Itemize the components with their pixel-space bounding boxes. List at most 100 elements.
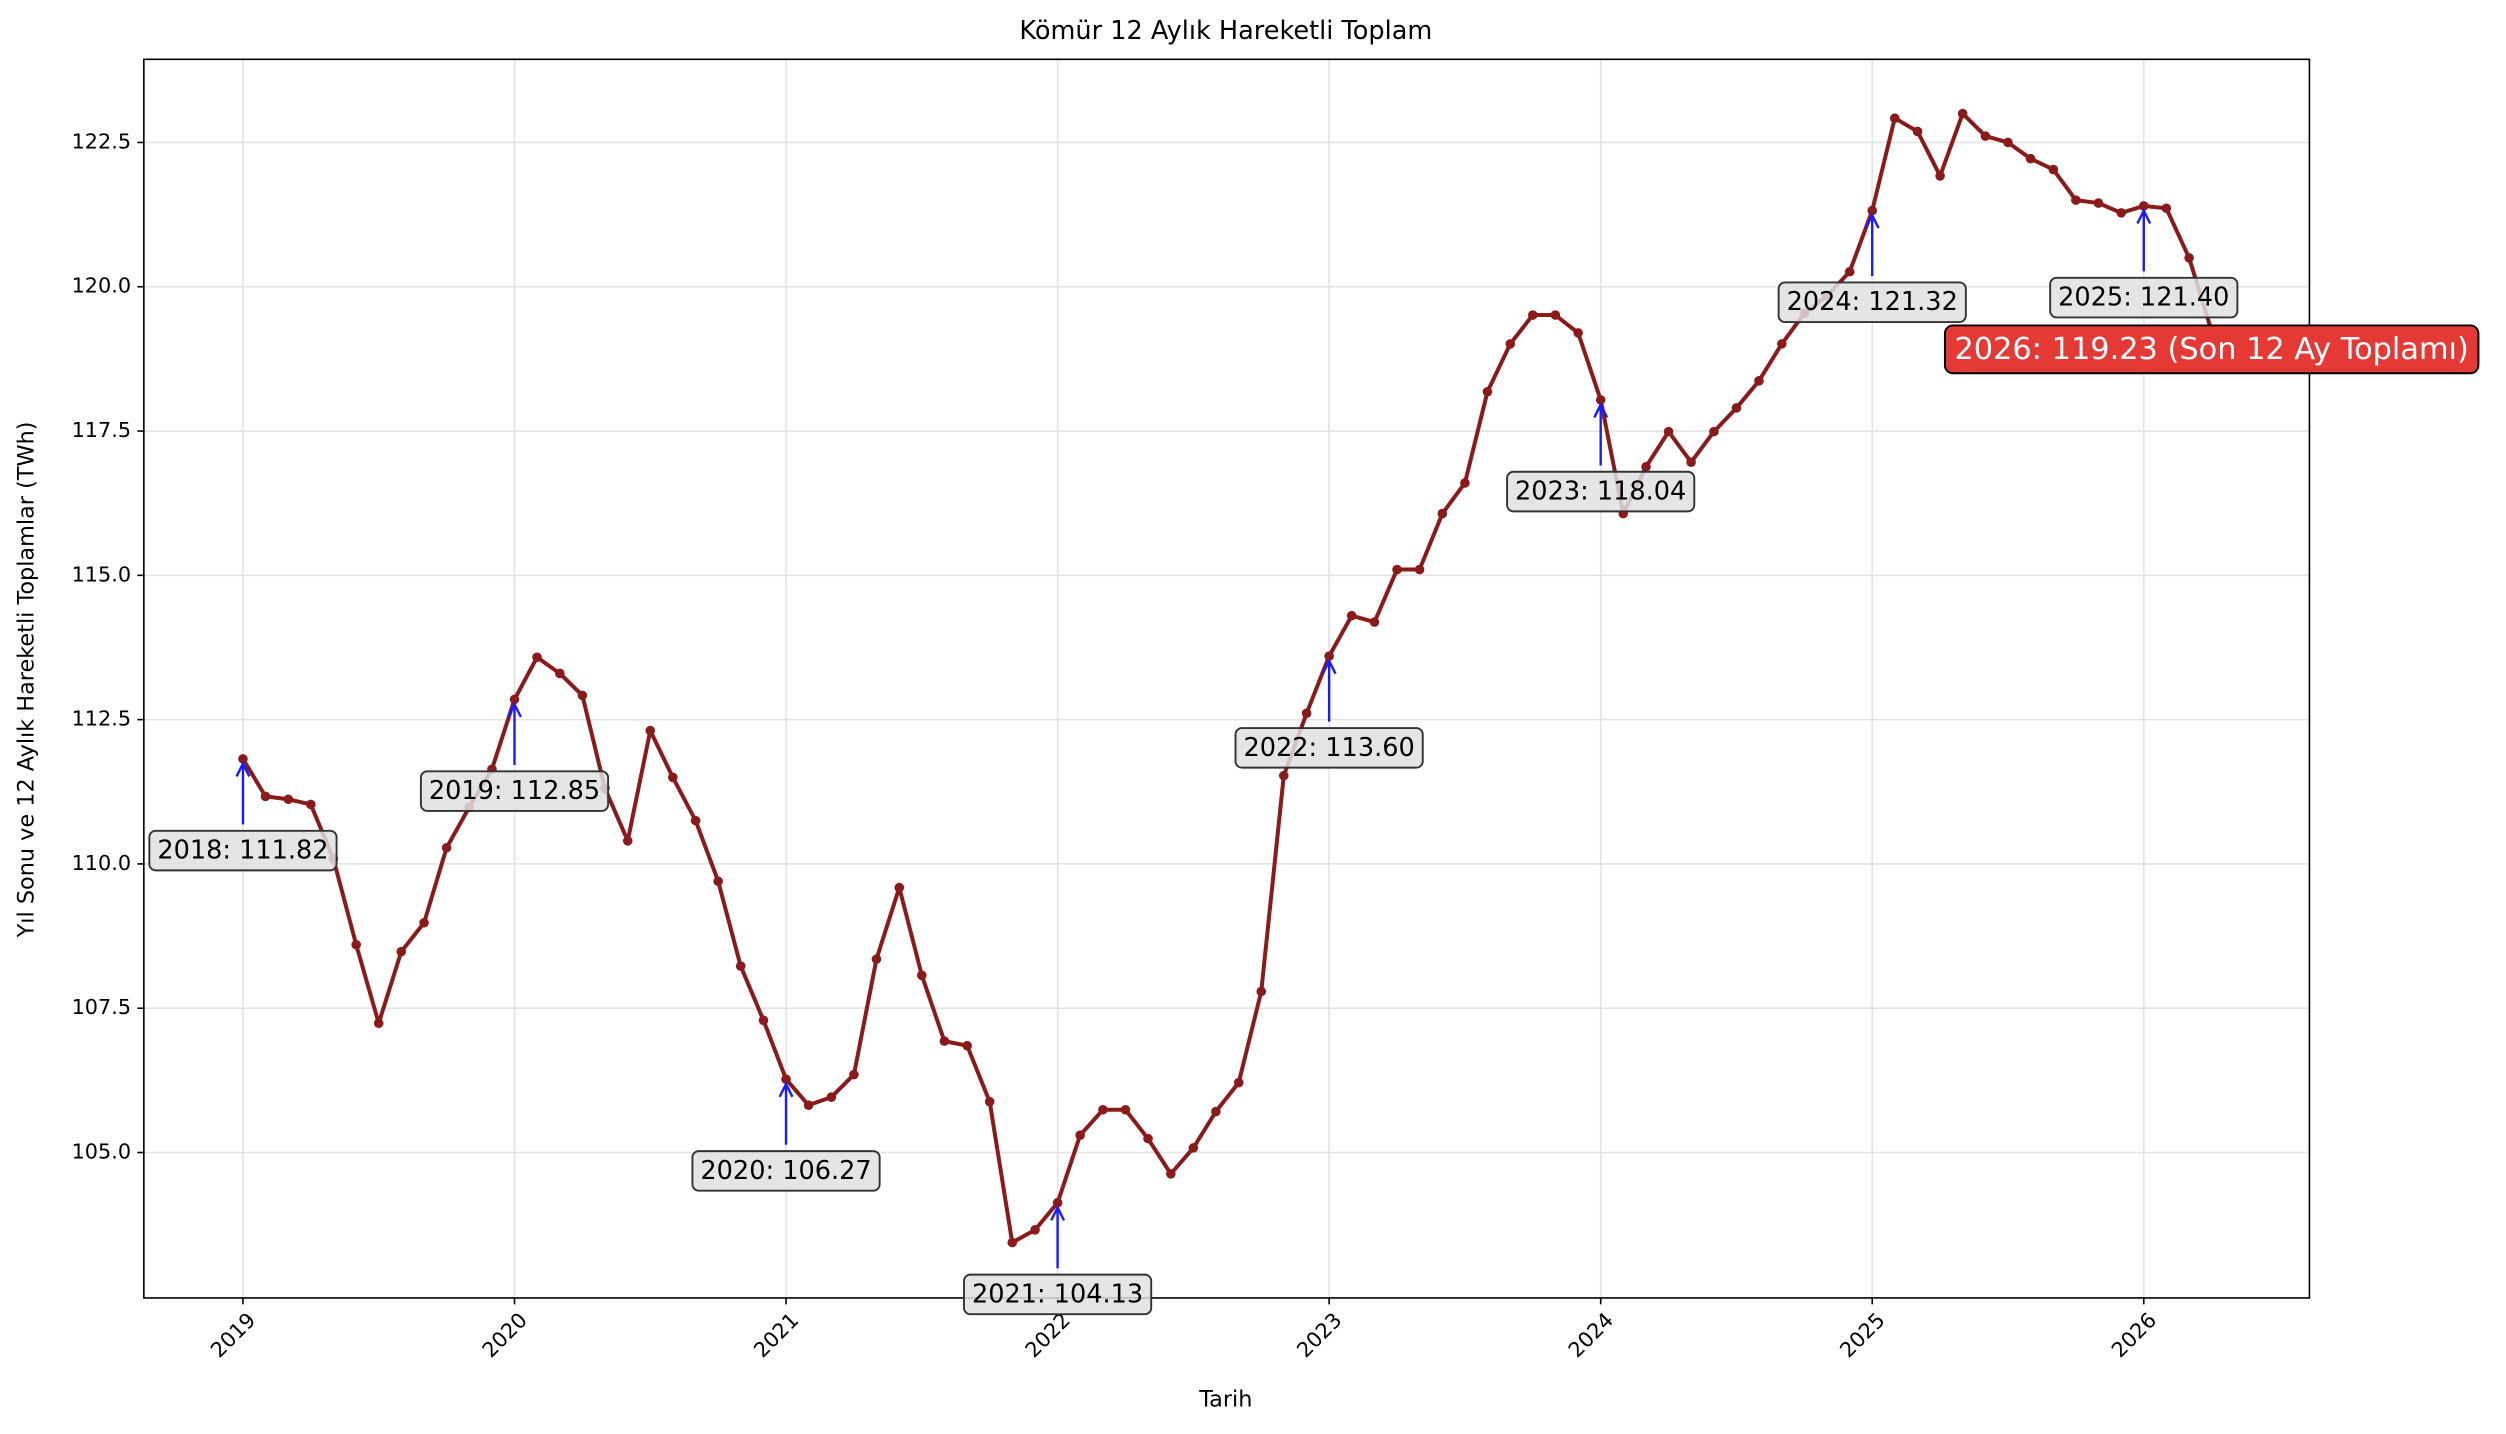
data-point (1867, 205, 1878, 216)
data-point (984, 1096, 995, 1107)
data-point (1731, 403, 1742, 413)
data-point (668, 772, 678, 783)
data-point (441, 842, 452, 853)
y-axis-label: Yıl Sonu ve 12 Aylık Hareketli Toplamlar… (14, 422, 40, 939)
annotation-arrowhead (1593, 401, 1609, 418)
annotation-arrowhead (1050, 1204, 1066, 1221)
data-point (509, 694, 520, 705)
data-point (962, 1040, 972, 1051)
data-point (1663, 426, 1674, 437)
data-point (1754, 376, 1764, 386)
y-tick-label: 110.0 (72, 851, 131, 875)
annotation: 2021: 104.13 (963, 1273, 1153, 1316)
data-point (735, 961, 746, 971)
data-point (1075, 1130, 1085, 1140)
annotation-arrowhead (1864, 212, 1880, 229)
annotation: 2023: 118.04 (1506, 470, 1696, 513)
data-point (1166, 1169, 1176, 1179)
data-point (1278, 770, 1289, 781)
data-point (1052, 1197, 1063, 1208)
annotation: 2018: 111.82 (148, 829, 338, 872)
annotation: 2024: 121.32 (1777, 281, 1967, 324)
data-point (2048, 164, 2059, 175)
data-point (1686, 457, 1696, 467)
data-point (373, 1018, 384, 1029)
data-point (1346, 610, 1357, 621)
data-point (1414, 564, 1425, 575)
final-annotation-label: 2026: 119.23 (Son 12 Ay Toplamı) (1954, 332, 2468, 367)
annotation: 2025: 121.40 (2049, 276, 2239, 319)
annotation-arrowhead (235, 760, 251, 777)
data-point (238, 754, 248, 764)
annotation-box (1777, 281, 1967, 324)
data-point (283, 794, 294, 805)
data-point (917, 970, 927, 981)
data-point (1188, 1143, 1199, 1153)
data-point (622, 836, 633, 846)
data-point (1935, 171, 1945, 181)
data-point (2116, 208, 2127, 218)
annotation-arrowhead (778, 1081, 794, 1098)
data-point (871, 954, 882, 964)
data-point (1460, 478, 1470, 488)
data-point (1007, 1237, 1018, 1248)
data-point (1120, 1104, 1131, 1115)
data-point (1957, 108, 1968, 119)
data-point (1143, 1133, 1153, 1144)
data-point (690, 815, 701, 826)
data-point (939, 1036, 950, 1046)
data-point (1528, 310, 1538, 320)
data-point (2093, 198, 2104, 208)
annotation-box (148, 829, 338, 872)
annotation-box (2049, 276, 2239, 319)
data-point (1912, 126, 1923, 137)
annotation-label: 2020: 106.27 (700, 1156, 871, 1186)
data-point (1889, 113, 1900, 124)
chart-title: Kömür 12 Aylık Hareketli Toplam (1019, 16, 1432, 46)
data-point (555, 668, 565, 679)
annotation-label: 2022: 113.60 (1244, 733, 1415, 763)
data-point (2003, 137, 2013, 148)
data-point (2161, 203, 2172, 214)
data-point (713, 876, 723, 887)
data-point (1482, 386, 1493, 397)
annotation-box (1943, 324, 2480, 375)
annotation-box (963, 1273, 1153, 1316)
annotation-box (691, 1150, 881, 1192)
y-tick-label: 122.5 (72, 129, 131, 153)
data-point (1324, 651, 1334, 661)
annotation-box (1234, 727, 1424, 769)
annotation-label: 2025: 121.40 (2058, 283, 2229, 313)
x-axis-label: Tarih (1198, 1387, 1252, 1413)
plot-frame (143, 58, 2311, 1299)
data-point (803, 1100, 814, 1110)
data-point (1098, 1104, 1108, 1115)
data-point (1595, 395, 1606, 405)
annotation-label: 2019: 112.85 (429, 776, 600, 806)
data-point (849, 1069, 859, 1080)
data-line (241, 111, 2214, 1245)
data-point (1301, 708, 1312, 719)
data-point (396, 946, 407, 957)
annotation-box (1506, 470, 1696, 513)
annotation: 2022: 113.60 (1234, 727, 1424, 769)
data-point (1709, 426, 1719, 437)
data-point (1550, 310, 1561, 320)
y-tick-label: 105.0 (72, 1140, 131, 1164)
data-point (1573, 328, 1583, 338)
data-point (1777, 339, 1787, 349)
annotation-arrowhead (2136, 208, 2152, 225)
final-annotation: 2026: 119.23 (Son 12 Ay Toplamı) (1943, 324, 2480, 375)
annotation-label: 2023: 118.04 (1515, 477, 1686, 507)
data-point (419, 917, 429, 928)
annotation-label: 2018: 111.82 (157, 836, 328, 866)
data-point (1392, 564, 1402, 575)
data-point (826, 1092, 837, 1102)
annotation-arrowhead (1321, 658, 1337, 675)
y-tick-label: 107.5 (72, 995, 131, 1019)
data-point (645, 725, 656, 736)
annotation-label: 2021: 104.13 (972, 1279, 1143, 1309)
data-point (1256, 986, 1267, 997)
